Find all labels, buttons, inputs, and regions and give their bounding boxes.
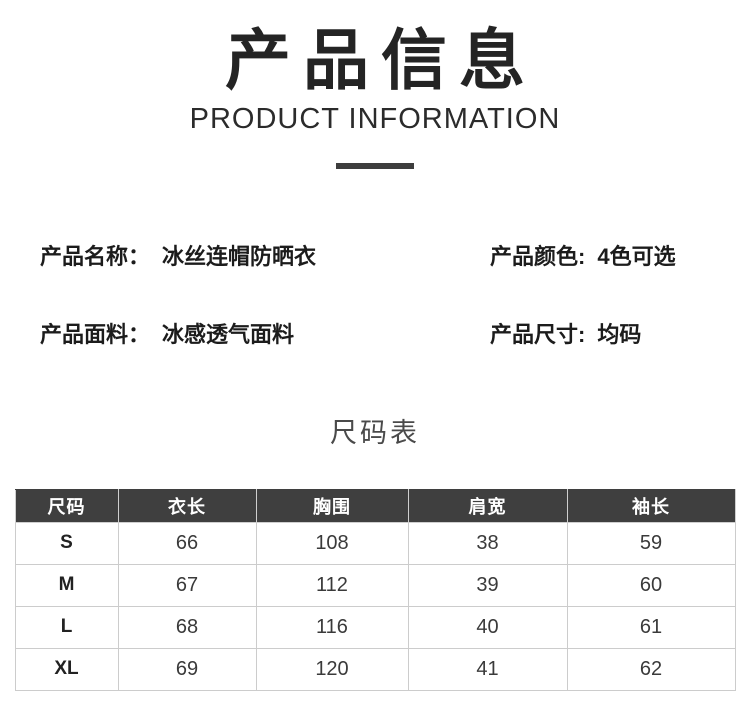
info-label: 产品颜色: [490,243,586,269]
info-value: 冰丝连帽防晒衣 [162,243,317,269]
header-cell-shoulder: 肩宽 [407,488,568,523]
title-divider [336,162,414,169]
size-cell: XL [14,647,119,691]
size-table: 尺码 衣长 胸围 肩宽 袖长 S 66 108 38 59 M 67 112 3… [14,488,736,691]
header-cell-length: 衣长 [117,488,257,523]
info-value: 冰感透气面料 [162,321,295,347]
table-row-s: S 66 108 38 59 [14,521,736,565]
info-value: 4色可选 [597,243,676,269]
value-cell: 41 [407,647,568,691]
size-cell: L [14,605,119,649]
value-cell: 120 [255,647,409,691]
value-cell: 61 [566,605,736,649]
header-cell-sleeve: 袖长 [566,488,736,523]
value-cell: 66 [117,521,257,565]
info-label: 产品尺寸: [490,321,586,347]
size-chart-title: 尺码表 [330,417,420,448]
table-row-m: M 67 112 39 60 [14,563,736,607]
value-cell: 62 [566,647,736,691]
page-header: 产品信息 PRODUCT INFORMATION [0,0,750,169]
page-title-zh: 产品信息 [225,23,537,97]
info-value: 均码 [597,321,642,347]
value-cell: 39 [407,563,568,607]
value-cell: 68 [117,605,257,649]
size-cell: S [14,521,119,565]
table-row-xl: XL 69 120 41 62 [14,647,736,691]
value-cell: 67 [117,563,257,607]
table-row-l: L 68 116 40 61 [14,605,736,649]
page-title-en: PRODUCT INFORMATION [189,102,561,135]
info-label: 产品名称： [40,243,151,269]
value-cell: 60 [566,563,736,607]
info-label: 产品面料： [40,321,151,347]
value-cell: 38 [407,521,568,565]
size-cell: M [14,563,119,607]
value-cell: 69 [117,647,257,691]
value-cell: 112 [255,563,409,607]
info-item-product-fabric: 产品面料： 冰感透气面料 [40,317,490,349]
value-cell: 108 [255,521,409,565]
value-cell: 116 [255,605,409,649]
header-cell-size: 尺码 [14,488,119,523]
value-cell: 59 [566,521,736,565]
header-cell-bust: 胸围 [255,488,409,523]
size-table-header-row: 尺码 衣长 胸围 肩宽 袖长 [14,488,736,523]
info-item-product-name: 产品名称： 冰丝连帽防晒衣 [40,239,490,271]
info-item-product-color: 产品颜色: 4色可选 [490,239,730,271]
info-item-product-size: 产品尺寸: 均码 [490,317,730,349]
value-cell: 40 [407,605,568,649]
product-info-section: 产品名称： 冰丝连帽防晒衣 产品颜色: 4色可选 产品面料： 冰感透气面料 产品尺寸:… [0,239,750,349]
